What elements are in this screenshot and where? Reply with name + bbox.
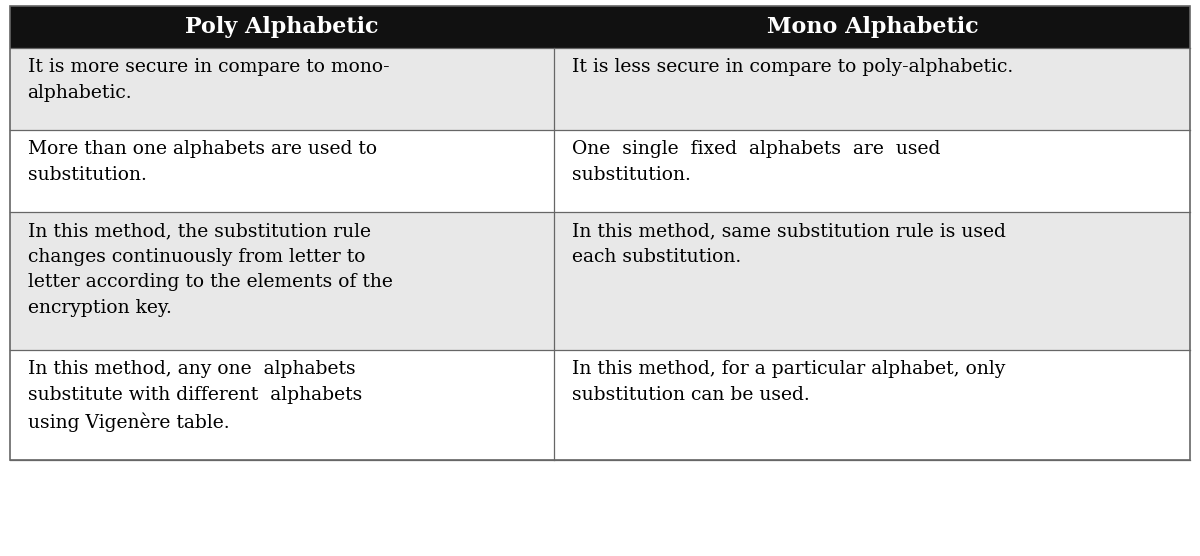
Text: More than one alphabets are used to
substitution.: More than one alphabets are used to subs… — [28, 140, 377, 183]
Bar — [10, 48, 1190, 130]
Bar — [10, 6, 1190, 460]
Text: In this method, the substitution rule
changes continuously from letter to
letter: In this method, the substitution rule ch… — [28, 222, 392, 317]
Text: It is less secure in compare to poly-alphabetic.: It is less secure in compare to poly-alp… — [572, 58, 1014, 76]
Bar — [10, 6, 1190, 48]
Text: In this method, for a particular alphabet, only
substitution can be used.: In this method, for a particular alphabe… — [572, 360, 1006, 404]
Text: One  single  fixed  alphabets  are  used
substitution.: One single fixed alphabets are used subs… — [572, 140, 941, 183]
Text: Poly Alphabetic: Poly Alphabetic — [185, 16, 379, 38]
Bar — [10, 212, 1190, 350]
Bar — [10, 350, 1190, 460]
Text: In this method, same substitution rule is used
each substitution.: In this method, same substitution rule i… — [572, 222, 1007, 266]
Text: Mono Alphabetic: Mono Alphabetic — [767, 16, 978, 38]
Text: It is more secure in compare to mono-
alphabetic.: It is more secure in compare to mono- al… — [28, 58, 389, 102]
Text: In this method, any one  alphabets
substitute with different  alphabets
using Vi: In this method, any one alphabets substi… — [28, 360, 362, 431]
Bar — [10, 130, 1190, 212]
